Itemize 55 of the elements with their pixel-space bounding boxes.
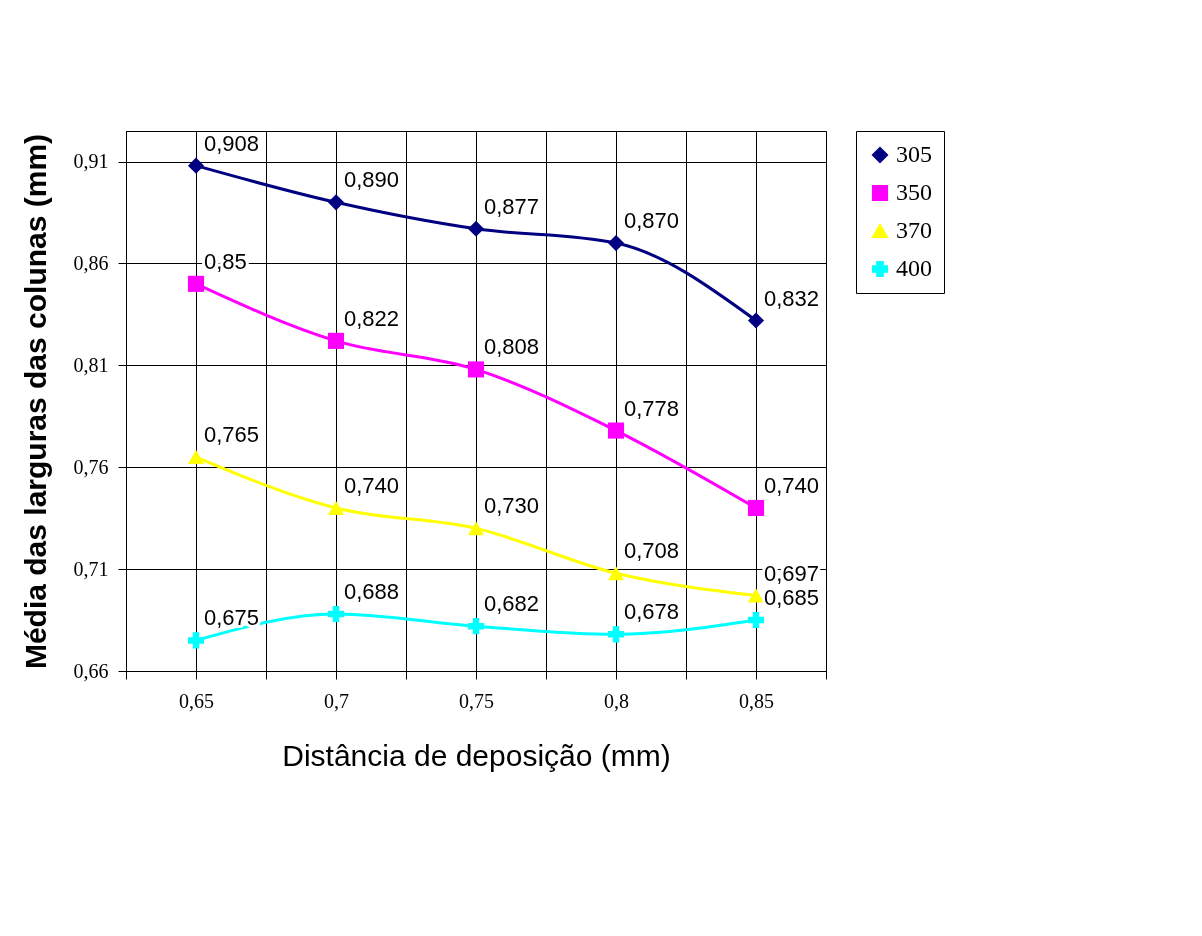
point xyxy=(747,611,765,629)
y-axis-title: Média das larguras das colunas (mm) xyxy=(18,133,52,670)
data-label: 0,877 xyxy=(484,193,540,219)
x-tick-label: 0,75 xyxy=(459,689,494,712)
legend-label: 305 xyxy=(896,141,932,167)
point xyxy=(187,275,205,292)
data-label: 0,685 xyxy=(764,585,820,611)
x-axis-title: Distância de deposição (mm) xyxy=(282,738,671,772)
data-label: 0,740 xyxy=(344,472,400,498)
data-label: 0,890 xyxy=(344,167,400,193)
point xyxy=(747,588,765,603)
point xyxy=(607,422,625,439)
x-tick-label: 0,8 xyxy=(604,689,629,712)
y-tick-label: 0,86 xyxy=(73,251,109,274)
y-tick-label: 0,66 xyxy=(73,659,109,682)
legend-label: 400 xyxy=(896,255,932,281)
data-label: 0,908 xyxy=(204,130,260,156)
y-tick-label: 0,81 xyxy=(73,353,109,376)
point xyxy=(467,618,485,635)
point xyxy=(327,194,345,211)
point xyxy=(607,235,625,252)
y-tick-label: 0,71 xyxy=(73,557,109,580)
data-label: 0,778 xyxy=(624,395,680,421)
data-label: 0,740 xyxy=(764,472,820,498)
data-label: 0,765 xyxy=(204,422,260,448)
y-tick-label: 0,76 xyxy=(73,455,109,478)
point xyxy=(747,312,765,329)
y-tick-label: 0,91 xyxy=(73,150,109,173)
data-label: 0,730 xyxy=(484,493,540,519)
point xyxy=(607,626,625,643)
legend-label: 350 xyxy=(896,179,932,205)
data-label: 0,808 xyxy=(484,334,540,360)
data-label: 0,675 xyxy=(204,605,260,631)
point xyxy=(187,632,205,649)
point xyxy=(327,501,345,515)
point xyxy=(467,361,485,378)
point xyxy=(187,157,205,174)
point xyxy=(467,220,485,237)
point xyxy=(467,521,485,536)
point xyxy=(327,332,345,349)
x-tick-label: 0,85 xyxy=(739,689,774,712)
data-label: 0,678 xyxy=(624,599,680,625)
point xyxy=(607,566,625,581)
x-tick-label: 0,7 xyxy=(324,689,349,712)
legend-label: 370 xyxy=(896,217,932,243)
data-label: 0,682 xyxy=(484,591,540,617)
data-label: 0,870 xyxy=(624,208,680,234)
point xyxy=(327,605,345,623)
data-label: 0,688 xyxy=(344,578,400,604)
data-label: 0,708 xyxy=(624,538,680,564)
data-label: 0,822 xyxy=(344,305,400,331)
point xyxy=(747,499,765,517)
x-tick-label: 0,65 xyxy=(179,689,214,712)
point xyxy=(187,450,205,465)
data-label: 0,832 xyxy=(764,285,820,311)
